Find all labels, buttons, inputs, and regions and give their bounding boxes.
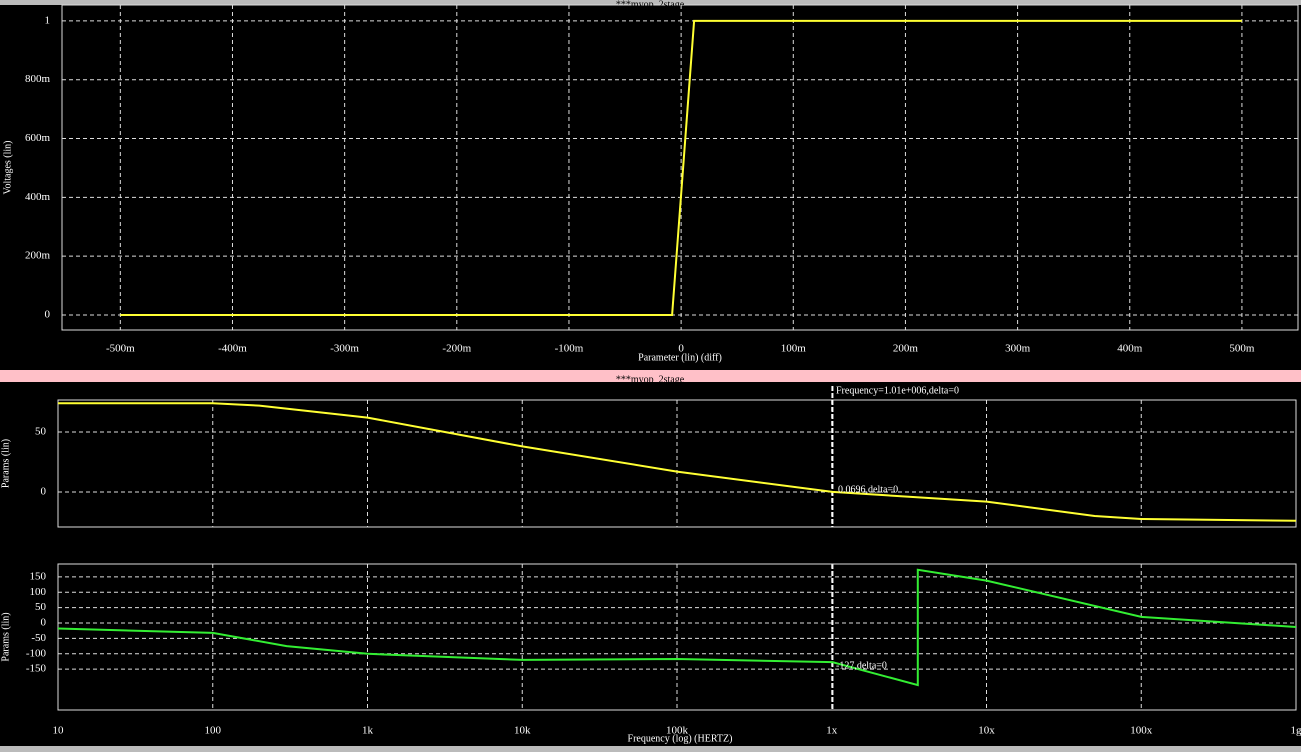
plot-frame (61, 4, 1299, 331)
x-tick-label: 100k (666, 725, 689, 737)
trace (120, 19, 1242, 316)
x-tick-label: 200m (893, 343, 919, 355)
y-tick-label: -150 (26, 663, 47, 675)
x-tick-label: 100m (781, 343, 807, 355)
trace (57, 568, 1297, 687)
x-tick-label: 100 (205, 725, 222, 737)
status-bar (0, 746, 1301, 752)
y-tick-label: 0 (41, 617, 47, 629)
y-tick-label: 50 (35, 601, 47, 613)
y-tick-label: 1 (45, 14, 51, 26)
annotation: 0.0696,delta=0 (838, 484, 898, 495)
x-tick-label: -500m (106, 343, 135, 355)
x-tick-label: 500m (1229, 343, 1255, 355)
x-tick-label: 1x (826, 725, 838, 737)
y-tick-label: 0 (45, 309, 51, 321)
x-tick-label: 10 (53, 725, 65, 737)
trace (58, 402, 1297, 522)
y-tick-label: 100 (30, 586, 47, 598)
x-tick-label: 1g (1291, 725, 1301, 737)
x-tick-label: 1k (362, 725, 374, 737)
y-tick-label: 200m (25, 250, 51, 262)
x-axis-label: Frequency (log) (HERTZ) (628, 733, 733, 744)
y-tick-label: 150 (30, 570, 47, 582)
x-tick-label: -100m (555, 343, 584, 355)
y-axis-label: Params (lin) (0, 612, 11, 661)
y-axis-label: Params (lin) (0, 439, 11, 488)
x-tick-label: 0 (678, 343, 684, 355)
annotation: Frequency=1.01e+006,delta=0 (836, 385, 959, 396)
x-tick-label: 100x (1130, 725, 1153, 737)
y-axis-label: Voltages (lin) (2, 141, 13, 195)
panel-header (0, 0, 1301, 5)
x-tick-label: 10k (514, 725, 531, 737)
y-tick-label: 400m (25, 191, 51, 203)
x-tick-label: -300m (330, 343, 359, 355)
y-tick-label: -100 (26, 647, 47, 659)
y-tick-label: 50 (35, 426, 47, 438)
x-tick-label: -200m (442, 343, 471, 355)
annotation: -127,delta=0 (836, 660, 887, 671)
x-tick-label: 300m (1005, 343, 1031, 355)
x-axis-label: Parameter (lin) (diff) (638, 352, 722, 363)
y-tick-label: -50 (31, 632, 46, 644)
panel-header (0, 370, 1301, 382)
chart-title: ***myop_2stage (616, 0, 685, 10)
x-tick-label: 400m (1117, 343, 1143, 355)
x-tick-label: 10x (978, 725, 995, 737)
y-tick-label: 800m (25, 73, 51, 85)
chart-title: ***myop_2stage (616, 374, 685, 385)
y-tick-label: 0 (41, 486, 47, 498)
x-tick-label: -400m (218, 343, 247, 355)
y-tick-label: 600m (25, 132, 51, 144)
